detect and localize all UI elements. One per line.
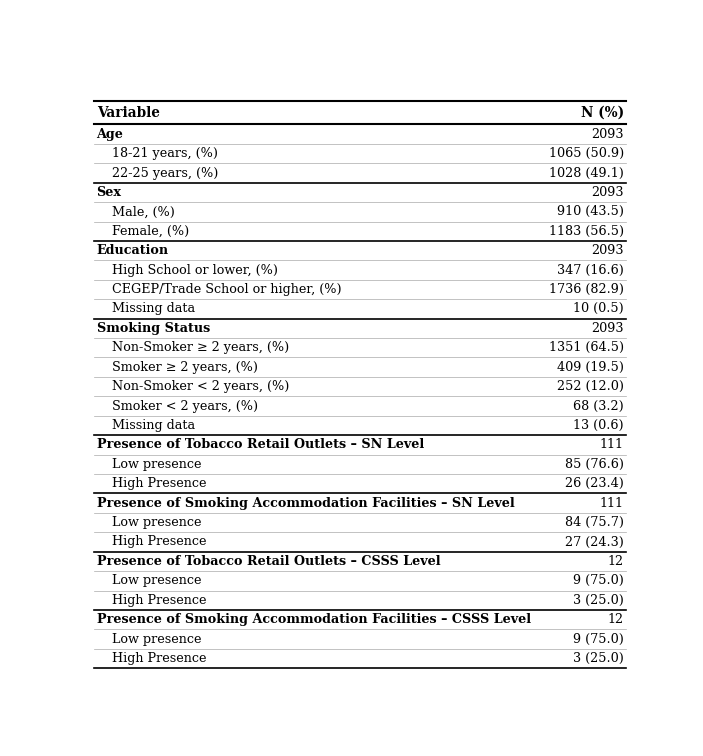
Text: Non-Smoker ≥ 2 years, (%): Non-Smoker ≥ 2 years, (%)	[112, 341, 289, 355]
Text: Sex: Sex	[96, 186, 122, 199]
Text: 9 (75.0): 9 (75.0)	[573, 575, 624, 587]
Text: Male, (%): Male, (%)	[112, 206, 175, 218]
Text: 347 (16.6): 347 (16.6)	[557, 264, 624, 277]
Text: 1065 (50.9): 1065 (50.9)	[549, 147, 624, 160]
Text: 13 (0.6): 13 (0.6)	[574, 419, 624, 432]
Text: Smoking Status: Smoking Status	[96, 322, 209, 335]
Text: 1028 (49.1): 1028 (49.1)	[549, 166, 624, 179]
Text: Smoker < 2 years, (%): Smoker < 2 years, (%)	[112, 399, 258, 413]
Text: Presence of Smoking Accommodation Facilities – CSSS Level: Presence of Smoking Accommodation Facili…	[96, 613, 531, 626]
Text: Low presence: Low presence	[112, 516, 201, 529]
Text: 2093: 2093	[591, 244, 624, 257]
Text: 252 (12.0): 252 (12.0)	[557, 380, 624, 393]
Text: Smoker ≥ 2 years, (%): Smoker ≥ 2 years, (%)	[112, 361, 258, 373]
Text: High Presence: High Presence	[112, 477, 207, 490]
Text: 26 (23.4): 26 (23.4)	[565, 477, 624, 490]
Text: 27 (24.3): 27 (24.3)	[565, 535, 624, 548]
Text: Presence of Tobacco Retail Outlets – SN Level: Presence of Tobacco Retail Outlets – SN …	[96, 438, 424, 451]
Text: High Presence: High Presence	[112, 535, 207, 548]
Text: Presence of Tobacco Retail Outlets – CSSS Level: Presence of Tobacco Retail Outlets – CSS…	[96, 555, 440, 568]
Text: 1351 (64.5): 1351 (64.5)	[549, 341, 624, 355]
Text: 111: 111	[600, 438, 624, 451]
Text: 9 (75.0): 9 (75.0)	[573, 633, 624, 646]
Text: Female, (%): Female, (%)	[112, 225, 189, 238]
Text: N (%): N (%)	[581, 106, 624, 120]
Text: Low presence: Low presence	[112, 458, 201, 471]
Text: 10 (0.5): 10 (0.5)	[573, 302, 624, 315]
Text: 85 (76.6): 85 (76.6)	[565, 458, 624, 471]
Text: 910 (43.5): 910 (43.5)	[557, 206, 624, 218]
Text: Non-Smoker < 2 years, (%): Non-Smoker < 2 years, (%)	[112, 380, 289, 393]
Text: 22-25 years, (%): 22-25 years, (%)	[112, 166, 218, 179]
Text: Presence of Smoking Accommodation Facilities – SN Level: Presence of Smoking Accommodation Facili…	[96, 497, 515, 510]
Text: 1183 (56.5): 1183 (56.5)	[549, 225, 624, 238]
Text: Education: Education	[96, 244, 169, 257]
Text: 12: 12	[608, 613, 624, 626]
Text: Variable: Variable	[96, 106, 160, 120]
Text: Missing data: Missing data	[112, 419, 195, 432]
Text: 68 (3.2): 68 (3.2)	[573, 399, 624, 413]
Text: 2093: 2093	[591, 322, 624, 335]
Text: 2093: 2093	[591, 128, 624, 141]
Text: 12: 12	[608, 555, 624, 568]
Text: 1736 (82.9): 1736 (82.9)	[549, 283, 624, 296]
Text: Age: Age	[96, 128, 124, 141]
Text: 18-21 years, (%): 18-21 years, (%)	[112, 147, 218, 160]
Text: 3 (25.0): 3 (25.0)	[573, 652, 624, 665]
Text: 409 (19.5): 409 (19.5)	[557, 361, 624, 373]
Text: High Presence: High Presence	[112, 593, 207, 607]
Text: 84 (75.7): 84 (75.7)	[565, 516, 624, 529]
Text: Low presence: Low presence	[112, 633, 201, 646]
Text: 111: 111	[600, 497, 624, 510]
Text: 3 (25.0): 3 (25.0)	[573, 593, 624, 607]
Text: High School or lower, (%): High School or lower, (%)	[112, 264, 278, 277]
Text: High Presence: High Presence	[112, 652, 207, 665]
Text: 2093: 2093	[591, 186, 624, 199]
Text: Missing data: Missing data	[112, 302, 195, 315]
Text: Low presence: Low presence	[112, 575, 201, 587]
Text: CEGEP/Trade School or higher, (%): CEGEP/Trade School or higher, (%)	[112, 283, 342, 296]
